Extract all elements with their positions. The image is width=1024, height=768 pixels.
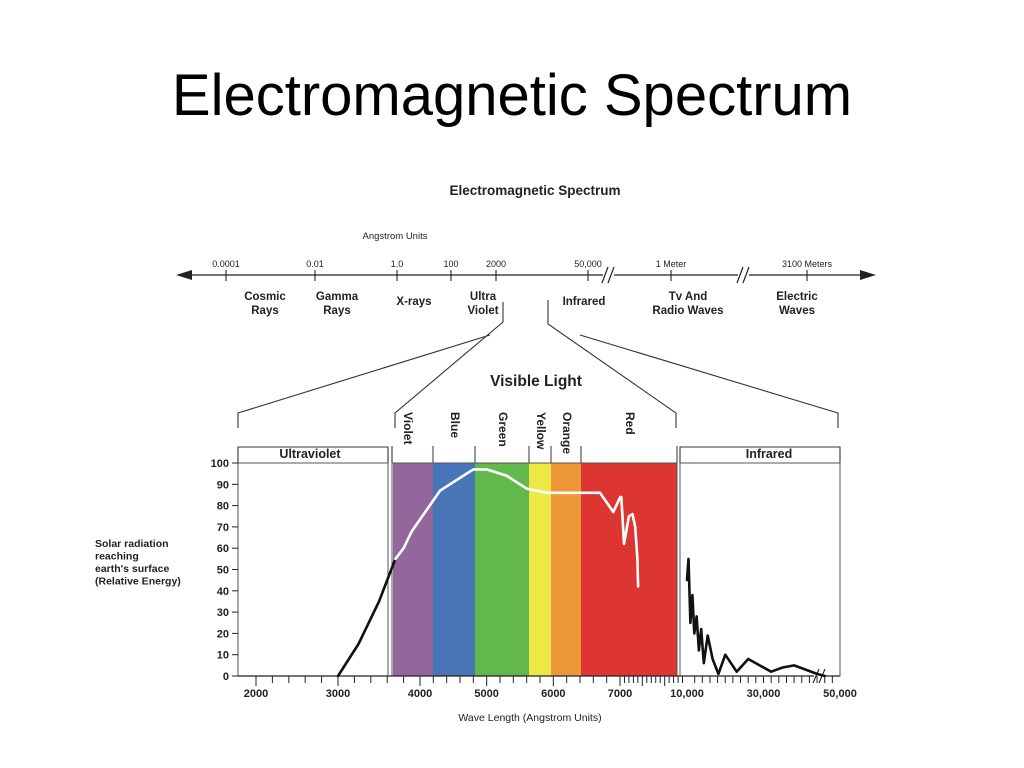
y-tick-label: 80 bbox=[217, 501, 229, 513]
band-label: Ultra bbox=[470, 291, 497, 303]
y-tick-label: 40 bbox=[217, 586, 229, 598]
y-tick-label: 20 bbox=[217, 628, 229, 640]
band-label: Rays bbox=[251, 305, 279, 317]
scale-arrow-left bbox=[176, 270, 192, 280]
connector-lines bbox=[237, 300, 839, 428]
band-label: X-rays bbox=[396, 296, 431, 308]
scale-tick-label: 3100 Meters bbox=[782, 259, 833, 269]
x-tick-label: 5000 bbox=[474, 688, 498, 700]
band-label: Infrared bbox=[563, 296, 606, 308]
x-axis-label: Wave Length (Angstrom Units) bbox=[458, 712, 601, 724]
y-axis-label-line: Solar radiation bbox=[95, 538, 169, 550]
y-tick-label: 90 bbox=[217, 479, 229, 491]
scale-tick-label: 50,000 bbox=[574, 259, 602, 269]
section-label-ultraviolet: Ultraviolet bbox=[279, 447, 341, 461]
scale-tick-label: 0.0001 bbox=[212, 259, 240, 269]
x-tick-label: 30,000 bbox=[747, 688, 781, 700]
color-label: Green bbox=[496, 412, 510, 447]
color-band bbox=[581, 463, 677, 676]
band-label: Waves bbox=[779, 305, 815, 317]
scale-tick-label: 1.0 bbox=[391, 259, 404, 269]
scale-tick-label: 100 bbox=[443, 259, 458, 269]
x-tick-label: 4000 bbox=[408, 688, 432, 700]
visible-light-label: Visible Light bbox=[490, 373, 582, 390]
solar-radiation-curve bbox=[336, 557, 397, 678]
connector-visible-left bbox=[394, 302, 504, 428]
bracket-infrared bbox=[679, 446, 841, 463]
band-label: Radio Waves bbox=[652, 305, 723, 317]
y-tick-label: 70 bbox=[217, 522, 229, 534]
solar-radiation-curve bbox=[685, 557, 827, 678]
color-band bbox=[551, 463, 581, 676]
scale-break-2 bbox=[736, 266, 750, 284]
band-label: Cosmic bbox=[244, 291, 286, 303]
y-tick-label: 60 bbox=[217, 543, 229, 555]
x-tick-label: 2000 bbox=[244, 688, 268, 700]
band-label: Violet bbox=[467, 305, 498, 317]
color-band bbox=[475, 463, 529, 676]
x-tick-label: 3000 bbox=[326, 688, 350, 700]
connector-infrared bbox=[579, 334, 839, 428]
y-tick-label: 30 bbox=[217, 607, 229, 619]
scale-arrow-right bbox=[860, 270, 876, 280]
scale-tick-label: 0.01 bbox=[306, 259, 324, 269]
slide-title: Electromagnetic Spectrum bbox=[171, 63, 853, 128]
y-tick-label: 50 bbox=[217, 565, 229, 577]
color-band bbox=[393, 463, 433, 676]
y-tick-label: 100 bbox=[211, 458, 229, 470]
solar-chart: Violet Blue Green Yellow Orange Red 100908070… bbox=[95, 412, 857, 724]
y-axis-label-line: (Relative Energy) bbox=[95, 576, 181, 588]
section-brackets bbox=[237, 446, 841, 463]
color-label: Violet bbox=[401, 412, 415, 444]
diagram-title: Electromagnetic Spectrum bbox=[449, 183, 620, 198]
y-tick-label: 0 bbox=[223, 671, 229, 683]
x-tick-label: 50,000 bbox=[823, 688, 857, 700]
color-label: Yellow bbox=[534, 412, 548, 450]
x-tick-label: 6000 bbox=[541, 688, 565, 700]
x-tick-label: 7000 bbox=[608, 688, 632, 700]
color-label: Red bbox=[623, 412, 637, 435]
panel-infrared bbox=[679, 462, 841, 677]
color-band bbox=[433, 463, 475, 676]
x-tick-label: 10,000 bbox=[670, 688, 704, 700]
color-label: Orange bbox=[560, 412, 574, 454]
scale-tick-label: 1 Meter bbox=[656, 259, 687, 269]
band-label: Gamma bbox=[316, 291, 359, 303]
band-label: Electric bbox=[776, 291, 818, 303]
color-label: Blue bbox=[448, 412, 462, 438]
connector-visible-right bbox=[547, 300, 677, 428]
spectrum-scale: 0.0001 0.01 1.0 100 2000 50,000 1 Meter 3100 Me… bbox=[176, 259, 876, 317]
connector-ultraviolet bbox=[237, 334, 491, 428]
y-tick-label: 10 bbox=[217, 650, 229, 662]
y-axis-label-line: reaching bbox=[95, 551, 139, 563]
scale-label: Angstrom Units bbox=[363, 231, 428, 242]
section-label-infrared: Infrared bbox=[746, 447, 793, 461]
band-label: Tv And bbox=[669, 291, 708, 303]
scale-tick-label: 2000 bbox=[486, 259, 506, 269]
panel-ultraviolet bbox=[237, 462, 389, 677]
band-label: Rays bbox=[323, 305, 351, 317]
solar-radiation-curve bbox=[394, 468, 640, 588]
scale-break-1 bbox=[601, 266, 615, 284]
color-band bbox=[529, 463, 551, 676]
bracket-ultraviolet bbox=[237, 446, 389, 463]
y-axis-label-line: earth's surface bbox=[95, 563, 169, 575]
